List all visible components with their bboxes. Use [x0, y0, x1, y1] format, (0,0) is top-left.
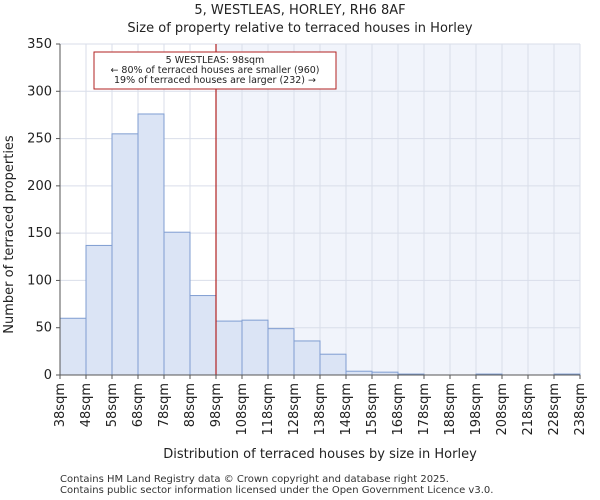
- annotation-box: 5 WESTLEAS: 98sqm ← 80% of terraced hous…: [93, 51, 337, 90]
- bar: [293, 340, 321, 376]
- annotation-line-3: 19% of terraced houses are larger (232) …: [114, 75, 316, 86]
- bar: [189, 295, 217, 376]
- bar: [241, 319, 269, 376]
- x-tick-label: 78sqm: [157, 383, 172, 427]
- y-tick-label: 300: [27, 84, 52, 99]
- x-tick-label: 158sqm: [365, 383, 380, 436]
- bar: [59, 317, 87, 376]
- footer-line-1: Contains HM Land Registry data © Crown c…: [60, 474, 449, 485]
- footer-line-2: Contains public sector information licen…: [60, 485, 494, 496]
- annotation-line-2: ← 80% of terraced houses are smaller (96…: [110, 65, 319, 76]
- y-axis-label: Number of terraced properties: [2, 135, 17, 334]
- bar: [345, 370, 373, 376]
- x-tick-label: 128sqm: [287, 383, 302, 436]
- x-tick-label: 68sqm: [131, 383, 146, 427]
- x-tick-label: 168sqm: [391, 383, 406, 436]
- bar: [267, 328, 295, 376]
- x-tick-label: 38sqm: [53, 383, 68, 427]
- y-tick-label: 200: [27, 179, 52, 194]
- bar: [319, 353, 347, 376]
- chart-subtitle: Size of property relative to terraced ho…: [127, 21, 473, 36]
- y-tick-label: 250: [27, 132, 52, 147]
- annotation-frame: [93, 51, 337, 90]
- x-tick-label: 228sqm: [547, 383, 562, 436]
- x-tick-label: 148sqm: [339, 383, 354, 436]
- x-tick-label: 118sqm: [261, 383, 276, 436]
- x-axis-label: Distribution of terraced houses by size …: [163, 447, 477, 462]
- y-tick-label: 0: [44, 368, 52, 383]
- x-tick-label: 198sqm: [469, 383, 484, 436]
- x-tick-label: 108sqm: [235, 383, 250, 436]
- x-tick-label: 238sqm: [573, 383, 588, 436]
- bar: [85, 244, 113, 376]
- bar: [137, 113, 165, 376]
- axes-layer: 0 50 100 150 200 250 300 350 38sqm 48sqm 58sqm 68sq…: [27, 37, 588, 436]
- bar: [163, 231, 191, 376]
- y-tick-label: 150: [27, 226, 52, 241]
- bar: [215, 320, 243, 376]
- x-tick-label: 218sqm: [521, 383, 536, 436]
- x-tick-label: 208sqm: [495, 383, 510, 436]
- x-tick-label: 188sqm: [443, 383, 458, 436]
- bars-layer: [59, 113, 581, 376]
- y-tick-label: 350: [27, 37, 52, 52]
- bar: [111, 133, 139, 376]
- grid-layer: [59, 43, 581, 376]
- x-tick-label: 48sqm: [79, 383, 94, 427]
- x-tick-label: 138sqm: [313, 383, 328, 436]
- chart-title: 5, WESTLEAS, HORLEY, RH6 8AF: [194, 3, 406, 18]
- y-tick-label: 100: [27, 273, 52, 288]
- x-tick-label: 98sqm: [209, 383, 224, 427]
- x-tick-label: 58sqm: [105, 383, 120, 427]
- x-tick-label: 88sqm: [183, 383, 198, 427]
- x-tick-label: 178sqm: [417, 383, 432, 436]
- annotation-line-1: 5 WESTLEAS: 98sqm: [166, 55, 265, 66]
- y-tick-label: 50: [35, 321, 52, 336]
